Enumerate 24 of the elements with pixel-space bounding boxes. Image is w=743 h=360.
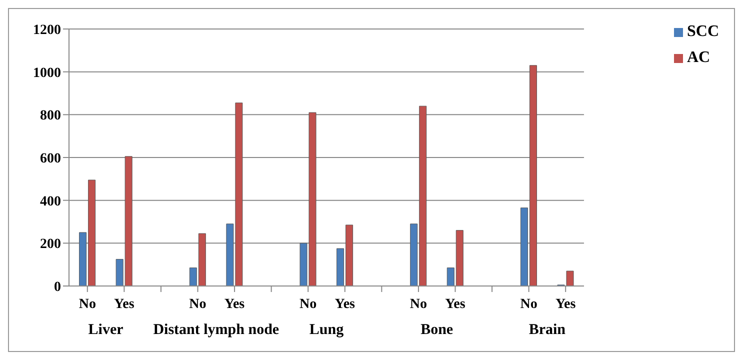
text: Liver: [88, 322, 124, 338]
y-tick-label: 200: [40, 237, 61, 252]
y-tick-label: 400: [40, 194, 61, 210]
x-tick-label: No: [520, 297, 538, 312]
y-tick-label: 0: [54, 280, 61, 295]
x-tick-label: No: [189, 297, 206, 312]
y-tick-label: 1000: [33, 66, 61, 81]
x-tick-label: Yes: [334, 297, 356, 312]
x-tick-label: No: [300, 297, 317, 312]
x-tick-label: No: [410, 297, 428, 312]
x-tick-label: Yes: [555, 297, 576, 312]
legend-label: SCC: [686, 23, 719, 40]
text: Lung: [309, 322, 344, 338]
text: Brain: [528, 322, 566, 338]
text: Distant lymph node: [153, 322, 280, 338]
x-tick-label: Yes: [114, 297, 135, 312]
x-tick-label: No: [78, 297, 96, 312]
y-tick-label: 800: [40, 108, 61, 124]
x-tick-label: Yes: [224, 297, 246, 312]
legend-label: AC: [686, 49, 710, 66]
x-tick-label: Yes: [445, 297, 466, 312]
text: Bone: [420, 322, 454, 338]
y-tick-label: 600: [40, 151, 61, 166]
y-tick-label: 1200: [33, 22, 61, 38]
